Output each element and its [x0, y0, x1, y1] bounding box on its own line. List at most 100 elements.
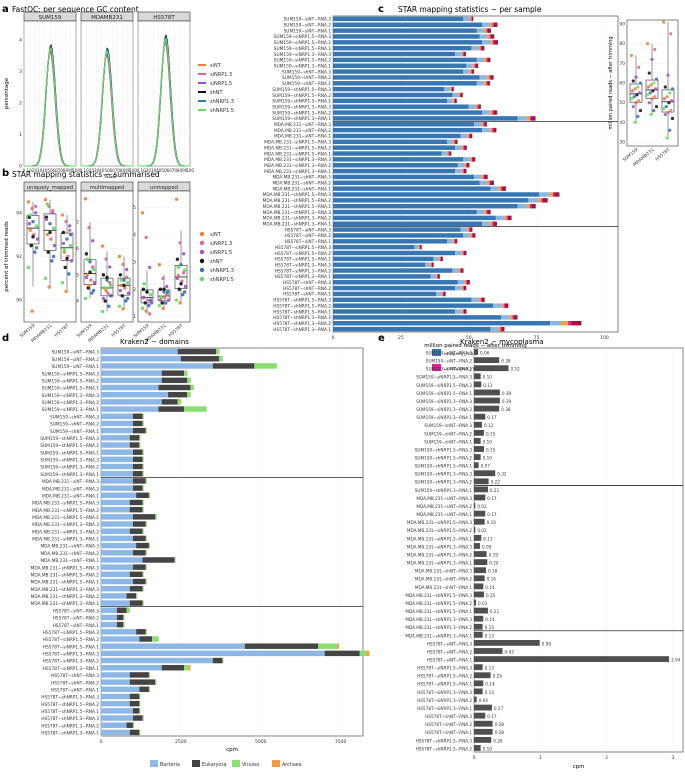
- sample-label: MDA.MB.231−siNRP1.3−RNA.1: [407, 561, 472, 566]
- bar-uniquely_mapped: [333, 320, 551, 326]
- bar-mycoplasma: [474, 534, 482, 541]
- bar-Bacteria: [101, 693, 130, 700]
- point: [636, 85, 640, 89]
- bar-Eukaryota: [129, 528, 143, 534]
- bar-multimapped_toomany: [509, 315, 513, 320]
- bar-mycoplasma: [474, 502, 476, 509]
- bar-Viruses: [136, 593, 138, 599]
- point: [652, 108, 656, 113]
- point-siNRP1.3: [106, 291, 110, 295]
- sample-label: SUM159−siNRP1.5−RNA.1: [42, 386, 99, 392]
- panel-e-title: Kraken2 − mycoplasma: [460, 338, 544, 346]
- bar-uniquely_mapped: [333, 233, 464, 238]
- point: [650, 57, 654, 61]
- point-siNT: [85, 273, 90, 277]
- bar-unmapped_mismatches: [492, 221, 494, 226]
- point: [634, 101, 638, 105]
- bar-uniquely_mapped: [333, 180, 480, 186]
- sample-label: HS578T−shNT−RNA.1: [51, 687, 99, 693]
- plot-panel: [473, 347, 684, 753]
- bar-uniquely_mapped: [333, 22, 483, 28]
- sample-label: HS578T−siNRP1.5−RNA.2: [43, 637, 99, 643]
- bar-multimapped: [447, 239, 453, 244]
- point-siNRP1.5: [27, 222, 32, 226]
- bar-Viruses: [145, 478, 147, 484]
- point-shNT: [162, 287, 166, 291]
- point-shNT: [88, 270, 92, 274]
- bar-mycoplasma: [474, 454, 481, 460]
- bar-unmapped_mismatches: [468, 133, 470, 139]
- bar-Viruses: [139, 693, 141, 700]
- bar-multimapped_toomany: [487, 34, 490, 39]
- point-siNT: [176, 273, 180, 278]
- bar-multimapped: [430, 274, 436, 279]
- bar-unmapped_mismatches: [529, 116, 532, 121]
- point-siNRP1.5: [44, 217, 49, 222]
- bar-multimapped_toomany: [461, 309, 464, 314]
- legend-key-shNRP1.5: [199, 276, 205, 282]
- bar-unmapped_tooshort: [554, 192, 559, 197]
- bar-multimapped_toomany: [478, 297, 481, 303]
- bar-multimapped: [414, 244, 419, 250]
- legend-label: Archaea: [282, 762, 302, 768]
- bar-uniquely_mapped: [333, 34, 480, 39]
- point-shNRP1.5: [60, 281, 65, 285]
- bar-unmapped_mismatches: [471, 233, 473, 238]
- point-shNT: [122, 283, 126, 288]
- point-siNRP1.3: [180, 279, 184, 283]
- sample-label: HS578T−siNT−RNA.1: [427, 658, 473, 663]
- sample-label: HS578T−shNRP1.5−RNA.2: [273, 303, 331, 309]
- bar-unmapped_tooshort: [493, 110, 497, 115]
- bar-multimapped_toomany: [438, 256, 441, 262]
- bar-mycoplasma: [474, 607, 488, 614]
- bar-mycoplasma: [474, 736, 492, 743]
- bar-Bacteria: [101, 514, 133, 520]
- bar-Bacteria: [101, 672, 130, 678]
- sample-label: HS578T−shNRP1.5−RNA.1: [41, 709, 99, 715]
- bar-multimapped: [490, 326, 499, 332]
- bar-Bacteria: [101, 715, 133, 721]
- x-tick-label: HS578T: [654, 147, 671, 163]
- point-shNRP1.3: [147, 303, 151, 308]
- bar-multimapped: [433, 256, 439, 262]
- legend-label: Viruses: [242, 762, 260, 768]
- bar-Viruses: [184, 406, 207, 412]
- bar-multimapped: [550, 320, 561, 326]
- bar-unmapped_tooshort: [484, 174, 488, 180]
- bar-mycoplasma: [474, 349, 478, 355]
- bar-unmapped_mismatches: [492, 40, 495, 45]
- point-shNRP1.5: [85, 257, 90, 261]
- legend-key-uniquely_mapped: [432, 349, 441, 356]
- point: [635, 93, 639, 97]
- legend-key-siNT: [199, 231, 205, 237]
- bar-Eukaryota: [132, 478, 146, 484]
- y-tick-label: 4: [76, 299, 79, 305]
- sample-label: HS578T−shNT−RNA.2: [283, 286, 331, 292]
- panel-a-ylabel: percentage: [4, 77, 10, 109]
- sample-label: MDA.MB.231−shNRP1.3−RNA.3: [405, 617, 472, 622]
- point-shNT: [103, 299, 107, 303]
- bar-multimapped_toomany: [504, 215, 507, 221]
- bar-uniquely_mapped: [333, 209, 477, 215]
- bar-multimapped_toomany: [441, 291, 443, 297]
- bar-uniquely_mapped: [333, 127, 483, 133]
- sample-label: MDA.MB.231−shNRP1.3−RNA.2: [405, 625, 472, 630]
- point-siNRP1.3: [49, 237, 53, 241]
- sample-label: HS578T−siNT−RNA.2: [427, 649, 473, 654]
- bar-unmapped_mismatches: [553, 192, 555, 197]
- point-siNT: [157, 262, 162, 267]
- bar-uniquely_mapped: [333, 315, 502, 320]
- y-tick-label: 94: [16, 210, 22, 216]
- sample-label: SUM159−siNT−RNA.3: [52, 350, 100, 356]
- sample-label: SUM159−siNRP1.5−RNA.2: [274, 40, 331, 46]
- bar-multimapped: [455, 51, 462, 57]
- gc-curve-shNRP1.5: [24, 47, 76, 167]
- bar-mycoplasma: [474, 373, 481, 380]
- bar-Bacteria: [101, 391, 169, 398]
- bar-Eukaryota: [129, 499, 143, 506]
- bar-Eukaryota: [116, 607, 127, 613]
- bar-Eukaryota: [129, 442, 140, 448]
- bar-Viruses: [148, 672, 150, 678]
- legend-key-shNRP1.3: [199, 267, 205, 273]
- bar-multimapped: [455, 168, 462, 174]
